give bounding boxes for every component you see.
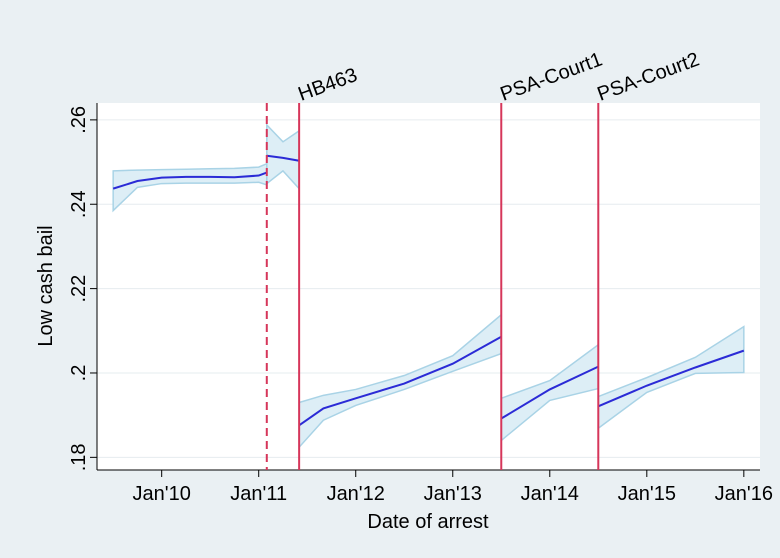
x-tick-label: Jan'14 <box>521 483 579 505</box>
x-tick-label: Jan'16 <box>715 483 773 505</box>
fitted-line <box>112 171 268 190</box>
x-tick-label: Jan'15 <box>618 483 676 505</box>
fitted-line <box>597 349 745 408</box>
x-tick-label: Jan'13 <box>424 483 482 505</box>
x-axis-label: Date of arrest <box>367 511 489 533</box>
y-tick-label: .18 <box>68 443 90 471</box>
fitted-line <box>500 365 599 420</box>
y-tick-label: .2 <box>68 365 90 382</box>
y-tick-label: .24 <box>68 190 90 218</box>
y-tick-label: .26 <box>68 106 90 134</box>
fitted-line <box>266 154 300 162</box>
y-axis-label: Low cash bail <box>35 225 57 346</box>
x-tick-label: Jan'10 <box>133 483 191 505</box>
x-tick-label: Jan'11 <box>230 483 287 505</box>
x-tick-label: Jan'12 <box>327 483 385 505</box>
y-tick-label: .22 <box>68 275 90 303</box>
fitted-line <box>298 335 502 427</box>
plot-area <box>97 103 760 470</box>
